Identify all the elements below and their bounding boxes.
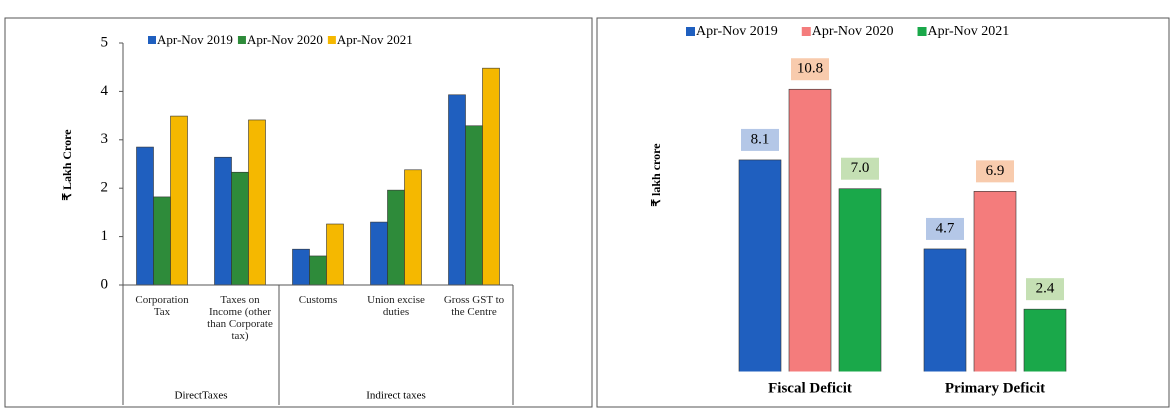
x-tick-label: Primary Deficit (945, 380, 1045, 396)
value-label: 6.9 (986, 163, 1005, 179)
legend-label: Apr-Nov 2019 (157, 32, 233, 47)
value-label-box (976, 160, 1014, 183)
legend-label: Apr-Nov 2020 (812, 24, 894, 39)
value-label: 4.7 (936, 220, 955, 236)
y-axis-title: ₹ Lakh Crore (60, 129, 74, 201)
y-tick-label: 3 (101, 131, 109, 147)
legend-label: Apr-Nov 2019 (696, 24, 778, 39)
group-label: Indirect taxes (366, 390, 426, 402)
bar (973, 191, 1017, 373)
value-label-box (791, 58, 829, 81)
bar (465, 125, 483, 286)
bar (738, 159, 782, 373)
x-tick-label: Fiscal Deficit (768, 380, 852, 396)
value-label-box (1026, 278, 1064, 301)
x-tick-label: Union excise duties (367, 294, 425, 318)
y-tick-label: 4 (101, 83, 109, 99)
bar (292, 248, 310, 286)
value-label: 7.0 (851, 160, 870, 176)
bar (1023, 308, 1067, 373)
legend-swatch (237, 36, 246, 44)
value-label-box (841, 157, 879, 180)
bar (370, 221, 388, 286)
right-panel (596, 17, 1170, 408)
bar (153, 196, 171, 286)
legend-swatch (801, 27, 811, 36)
bar (404, 169, 422, 286)
legend-swatch (327, 36, 336, 44)
left-panel (4, 17, 593, 408)
x-tick-label: Gross GST to the Centre (443, 294, 505, 318)
bar (838, 188, 882, 373)
bar (482, 67, 500, 286)
bar (231, 171, 249, 286)
bar (170, 115, 188, 286)
bar (448, 94, 466, 286)
value-label-box (741, 128, 779, 151)
value-label: 2.4 (1036, 281, 1055, 297)
legend-label: Apr-Nov 2021 (337, 32, 413, 47)
group-label: DirectTaxes (175, 390, 228, 402)
legend-swatch (148, 36, 156, 44)
y-tick-label: 0 (101, 276, 109, 292)
legend-label: Apr-Nov 2021 (928, 24, 1010, 39)
bar (923, 248, 967, 373)
legend-swatch (917, 27, 927, 36)
y-tick-label: 5 (101, 34, 109, 50)
x-tick-label: Customs (298, 294, 338, 306)
value-label: 8.1 (751, 131, 770, 147)
y-tick-label: 2 (101, 180, 109, 196)
bar (387, 189, 405, 286)
bar (136, 146, 154, 286)
y-axis-title: ₹ lakh crore (649, 143, 663, 207)
x-tick-label: Corporation Tax (135, 294, 189, 318)
legend-swatch (686, 27, 695, 36)
legend-label: Apr-Nov 2020 (247, 32, 323, 47)
y-tick-label: 1 (101, 228, 109, 244)
bar (309, 255, 327, 286)
value-label: 10.8 (797, 61, 823, 77)
bar (326, 223, 344, 286)
x-tick-label: Taxes on Income (other than Corporate ta… (207, 294, 273, 342)
bar (214, 156, 232, 286)
bar (248, 119, 266, 286)
value-label-box (926, 217, 964, 240)
bar (788, 88, 832, 373)
